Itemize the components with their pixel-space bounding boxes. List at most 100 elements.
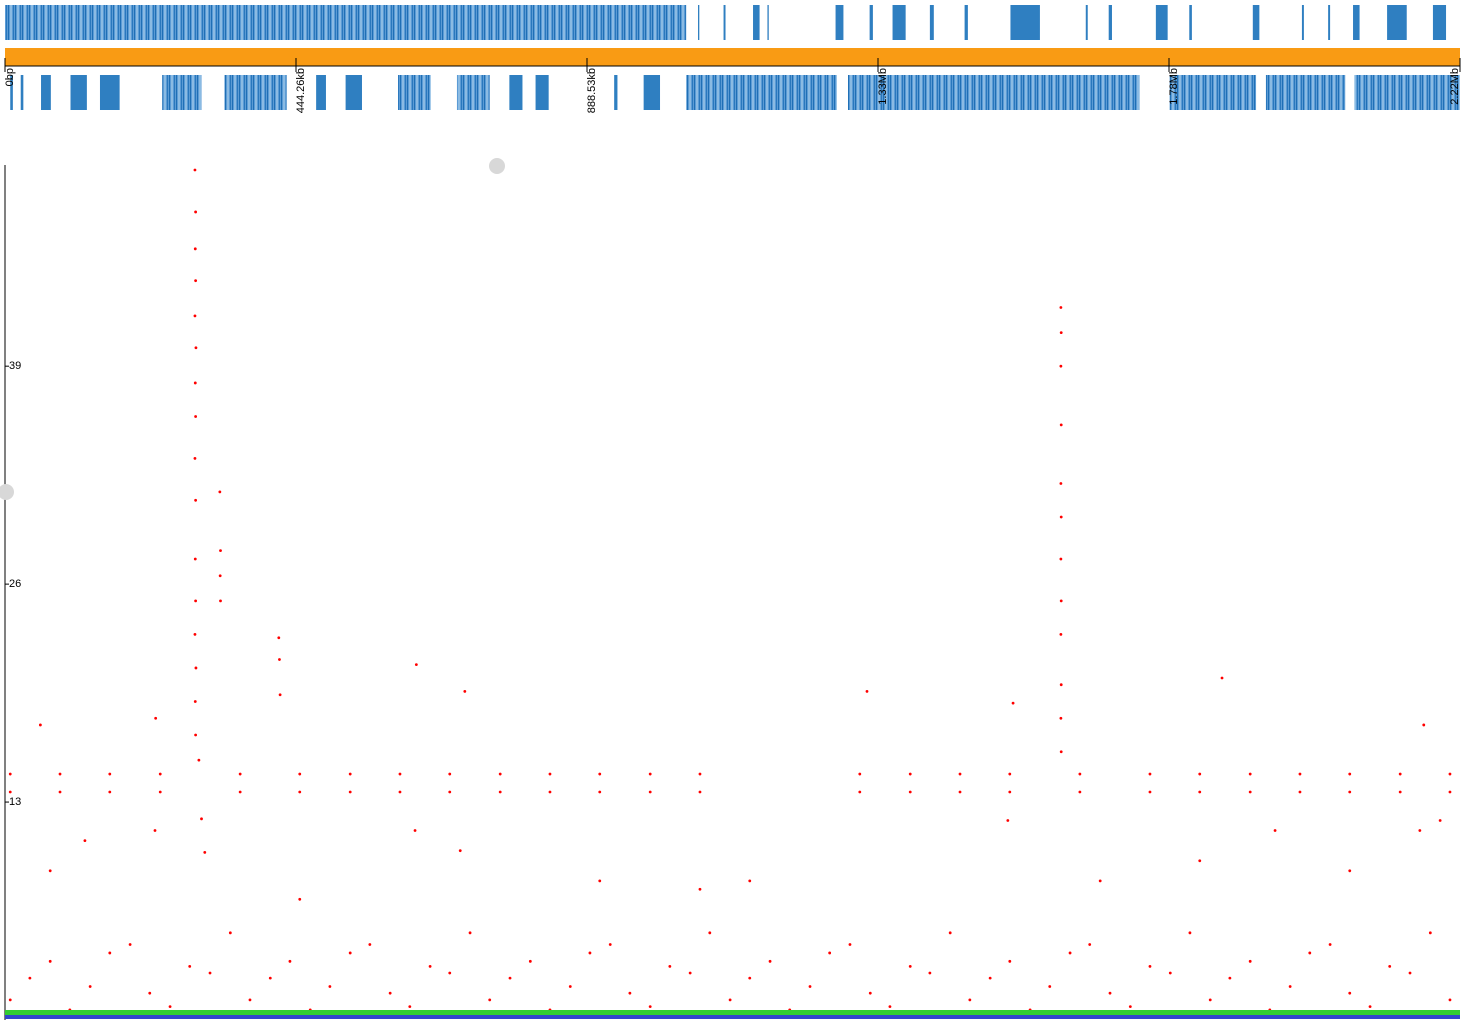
gene-feature [1432, 5, 1447, 40]
data-point [698, 887, 702, 891]
data-point [388, 991, 392, 995]
gene-feature [1189, 5, 1192, 40]
data-point [193, 314, 197, 318]
data-point [1288, 985, 1292, 988]
data-point [828, 951, 832, 955]
coverage-band [5, 1010, 1460, 1015]
data-point [948, 931, 952, 935]
data-point [768, 959, 772, 963]
data-point [298, 790, 302, 794]
data-point [108, 951, 112, 955]
data-point [1108, 991, 1112, 995]
data-point [188, 964, 192, 968]
data-point [277, 636, 281, 640]
ruler-bar [5, 48, 1460, 66]
data-point [958, 772, 962, 776]
data-point [1148, 772, 1152, 776]
data-point [1408, 971, 1412, 975]
data-point [194, 210, 198, 214]
gene-feature [224, 75, 287, 110]
data-point [448, 971, 452, 975]
data-point [298, 772, 302, 776]
gene-feature [1252, 5, 1260, 40]
gene-feature [398, 75, 431, 110]
gene-tracks [5, 5, 1460, 110]
gene-feature [614, 75, 618, 110]
gene-feature [345, 75, 362, 110]
data-point [48, 869, 52, 873]
data-point [1273, 829, 1277, 832]
gene-feature [1108, 5, 1112, 40]
data-point [958, 790, 962, 794]
data-point [298, 897, 302, 901]
data-point [865, 690, 869, 693]
data-point [148, 991, 152, 995]
data-point [858, 790, 862, 794]
data-point [1228, 976, 1232, 980]
gene-feature [456, 75, 490, 110]
data-point [498, 790, 502, 794]
gene-feature [70, 75, 87, 110]
gene-feature [869, 5, 873, 40]
data-point [648, 772, 652, 776]
ruler: 0bp 444.26kb 888.53kb 1.33Mb 1.78Mb 2.22Mb [4, 48, 1461, 113]
gene-feature [753, 5, 760, 40]
handle[interactable] [489, 158, 505, 174]
gene-feature [643, 75, 661, 110]
data-point [1059, 750, 1063, 754]
gene-feature [1387, 5, 1407, 40]
data-point [8, 998, 12, 1002]
data-point [398, 772, 402, 776]
data-point [1388, 964, 1392, 968]
gene-feature [848, 75, 1140, 110]
data-point [458, 849, 462, 853]
data-point [348, 772, 352, 776]
data-point [1448, 772, 1452, 776]
data-point [498, 772, 502, 776]
data-point [888, 1005, 892, 1008]
gene-feature [1085, 5, 1088, 40]
handle[interactable] [0, 484, 14, 500]
data-point [668, 964, 672, 968]
data-point [1059, 557, 1063, 561]
data-point [193, 633, 197, 636]
data-point [88, 985, 92, 988]
data-point [548, 772, 552, 776]
data-point [728, 998, 732, 1002]
x-tick-label: 888.53kb [586, 68, 598, 113]
gene-feature [1169, 75, 1257, 110]
data-point [1198, 790, 1202, 794]
data-point [988, 976, 992, 980]
x-tick-label: 1.78Mb [1168, 68, 1180, 105]
data-point [238, 772, 242, 776]
data-point [203, 850, 207, 854]
y-tick-label: 39 [9, 360, 21, 372]
data-point [1348, 790, 1352, 794]
gene-feature [1155, 5, 1168, 40]
data-point [428, 964, 432, 968]
data-point [414, 663, 418, 666]
data-point [1398, 772, 1402, 776]
data-point [698, 790, 702, 794]
data-point [1308, 951, 1312, 955]
data-point [398, 790, 402, 794]
gene-feature [316, 75, 326, 110]
data-point [508, 976, 512, 980]
data-point [193, 557, 197, 561]
data-point [8, 772, 12, 776]
data-point [288, 959, 292, 963]
data-point [368, 943, 372, 946]
gene-feature [892, 5, 906, 40]
data-point [83, 839, 87, 843]
data-point [1248, 790, 1252, 794]
data-point [219, 599, 222, 603]
data-point [1298, 790, 1302, 794]
data-point [1198, 772, 1202, 776]
data-point [278, 693, 282, 697]
data-point [868, 991, 872, 995]
data-point [1422, 723, 1426, 727]
data-point [268, 976, 272, 980]
data-point [128, 943, 132, 946]
data-point [908, 772, 912, 776]
